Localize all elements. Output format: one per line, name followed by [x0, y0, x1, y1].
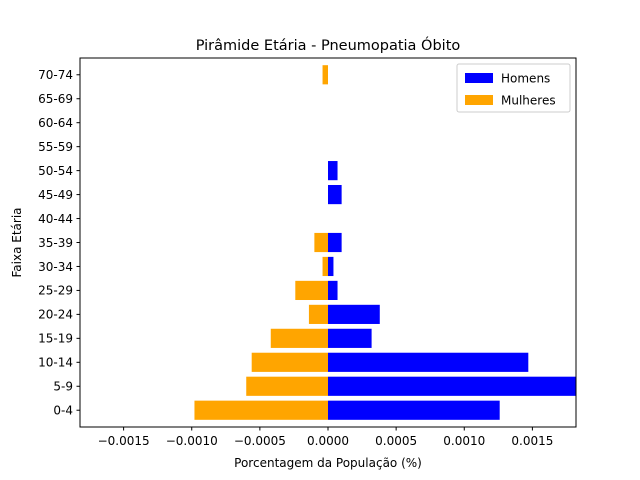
x-tick-label: 0.0000 — [307, 434, 349, 448]
bar-homens-45-49 — [328, 184, 342, 205]
y-tick-label: 55-59 — [38, 140, 73, 154]
bar-mulheres-10-14 — [251, 352, 328, 372]
y-tick-label: 40-44 — [38, 212, 73, 226]
bar-homens-15-19 — [328, 328, 372, 348]
bar-mulheres-20-24 — [308, 304, 328, 324]
y-tick-label: 25-29 — [38, 284, 73, 298]
y-tick-label: 50-54 — [38, 164, 73, 178]
y-tick-label: 5-9 — [53, 380, 73, 394]
bar-homens-35-39 — [328, 232, 342, 253]
x-tick-label: −0.0010 — [166, 434, 218, 448]
y-tick-label: 45-49 — [38, 188, 73, 202]
x-axis-ticks: −0.0015 −0.0010 −0.0005 0.0000 0.0005 0.0010 0… — [98, 427, 553, 448]
legend-swatch-mulheres — [465, 95, 493, 105]
bar-homens-30-34 — [328, 256, 334, 277]
bar-homens-5-9 — [328, 376, 576, 396]
y-tick-label: 15-19 — [38, 332, 73, 346]
bars-group — [194, 65, 576, 420]
bar-homens-0-4 — [328, 400, 500, 420]
y-tick-label: 60-64 — [38, 116, 73, 130]
chart-title: Pirâmide Etária - Pneumopatia Óbito — [196, 36, 461, 54]
y-tick-label: 35-39 — [38, 236, 73, 250]
y-tick-label: 0-4 — [53, 404, 73, 418]
bar-mulheres-25-29 — [295, 280, 328, 301]
x-tick-label: 0.0005 — [375, 434, 417, 448]
x-tick-label: −0.0015 — [98, 434, 150, 448]
legend-label-mulheres: Mulheres — [501, 94, 556, 108]
y-axis-ticks: 0-4 5-9 10-14 15-19 20-24 25-29 30-34 35-39 40-4… — [38, 68, 80, 418]
y-tick-label: 20-24 — [38, 308, 73, 322]
bar-mulheres-5-9 — [246, 376, 328, 396]
legend-label-homens: Homens — [501, 72, 550, 86]
y-tick-label: 10-14 — [38, 356, 73, 370]
x-tick-label: 0.0015 — [511, 434, 553, 448]
bar-mulheres-30-34 — [322, 256, 328, 277]
bar-homens-50-54 — [328, 161, 338, 181]
bar-mulheres-35-39 — [314, 232, 328, 253]
x-tick-label: 0.0010 — [443, 434, 485, 448]
bar-mulheres-0-4 — [194, 400, 328, 420]
bar-mulheres-70-74 — [322, 65, 328, 85]
x-tick-label: −0.0005 — [234, 434, 286, 448]
y-tick-label: 70-74 — [38, 68, 73, 82]
legend-swatch-homens — [465, 73, 493, 83]
y-axis-label: Faixa Etária — [10, 207, 24, 277]
plot-frame — [79, 57, 577, 428]
bar-mulheres-15-19 — [270, 328, 328, 348]
y-tick-label: 30-34 — [38, 260, 73, 274]
bar-homens-10-14 — [328, 352, 529, 372]
legend: Homens Mulheres — [456, 63, 571, 113]
y-tick-label: 65-69 — [38, 92, 73, 106]
bar-homens-25-29 — [328, 280, 338, 301]
x-axis-label: Porcentagem da População (%) — [234, 456, 422, 470]
bar-homens-20-24 — [328, 304, 380, 324]
